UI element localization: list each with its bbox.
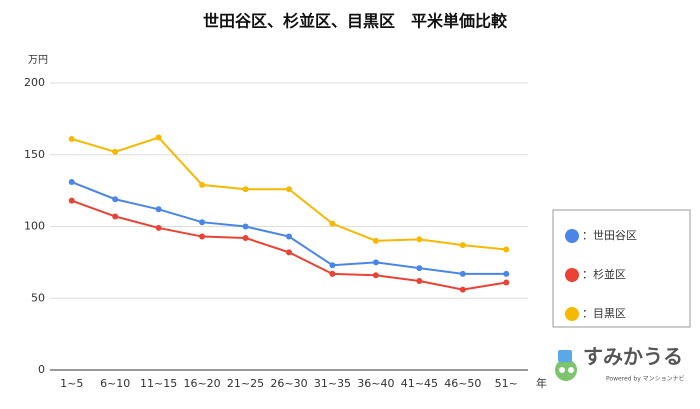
- x-tick-label: 31~35: [314, 377, 351, 390]
- point: [503, 279, 510, 286]
- point: [372, 272, 379, 279]
- y-tick-label: 100: [24, 220, 45, 233]
- legend-label: ：杉並区: [582, 267, 626, 281]
- point: [329, 220, 336, 227]
- point: [503, 270, 510, 277]
- point: [242, 234, 249, 241]
- x-tick-label: 1~5: [60, 377, 83, 390]
- x-tick-label: 26~30: [270, 377, 307, 390]
- point: [416, 236, 423, 243]
- y-unit: 万円: [28, 55, 48, 66]
- logo-text: すみかうる: [583, 345, 683, 369]
- x-tick-label: 51~: [495, 377, 518, 390]
- chart-title: 世田谷区、杉並区、目黒区 平米単価比較: [203, 12, 508, 31]
- point: [503, 246, 510, 253]
- point: [112, 196, 119, 203]
- legend-label: ：世田谷区: [582, 229, 637, 242]
- point: [199, 233, 206, 240]
- y-tick-label: 200: [24, 76, 45, 89]
- point: [459, 270, 466, 277]
- point: [112, 213, 119, 220]
- powered-by: Powered by マンションナビ: [606, 375, 685, 383]
- x-label: 年: [536, 376, 547, 390]
- point: [199, 219, 206, 226]
- point: [155, 134, 162, 141]
- y-tick-label: 0: [38, 363, 45, 376]
- point: [416, 278, 423, 285]
- point: [459, 286, 466, 293]
- point: [242, 186, 249, 193]
- point: [155, 224, 162, 231]
- x-tick-label: 21~25: [227, 377, 264, 390]
- legend-box: [552, 209, 691, 328]
- point: [286, 233, 292, 240]
- point: [68, 135, 75, 142]
- point: [372, 259, 379, 266]
- y-tick-label: 50: [31, 291, 45, 304]
- legend-label: ：目黒区: [582, 307, 626, 320]
- point: [286, 186, 292, 193]
- x-tick-label: 36~40: [357, 377, 394, 390]
- legend-swatch: [565, 307, 579, 321]
- point: [329, 262, 336, 269]
- point: [68, 179, 75, 186]
- y-tick-label: 150: [24, 148, 45, 161]
- point: [155, 206, 162, 213]
- legend-swatch: [565, 229, 579, 243]
- point: [112, 148, 119, 155]
- series-line: [71, 199, 507, 291]
- point: [416, 265, 423, 272]
- x-tick-label: 16~20: [183, 377, 220, 390]
- point: [372, 237, 379, 244]
- x-tick-label: 46~50: [444, 377, 481, 390]
- point: [68, 197, 75, 204]
- x-tick-label: 11~15: [140, 377, 177, 390]
- x-tick-label: 41~45: [401, 377, 438, 390]
- x-tick-label: 6~10: [100, 377, 130, 390]
- point: [329, 270, 336, 277]
- point: [199, 181, 206, 188]
- logo-icon: [555, 350, 577, 381]
- point: [242, 223, 249, 230]
- series-line: [71, 181, 507, 275]
- point: [459, 242, 466, 249]
- legend-swatch: [565, 268, 579, 282]
- point: [286, 249, 292, 256]
